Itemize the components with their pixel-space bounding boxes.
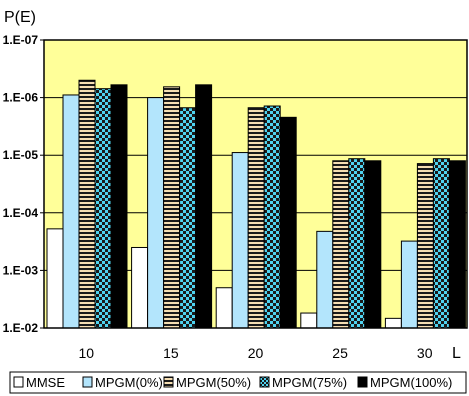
- bar-mpgm-100-15: [195, 84, 213, 329]
- bar-mpgm-50-10: [78, 79, 96, 329]
- legend-label: MMSE: [26, 375, 65, 390]
- legend-swatch: [163, 376, 174, 388]
- bar-mpgm-100-20: [279, 116, 297, 329]
- x-axis-title: L: [452, 345, 461, 362]
- bar-mpgm-75-10: [94, 88, 112, 329]
- x-tick-label: 15: [163, 345, 179, 361]
- bar-mpgm-100-10: [110, 84, 128, 329]
- y-tick-label: 1.E-02: [3, 321, 39, 335]
- legend-swatch: [357, 376, 368, 388]
- bar-mpgm-0-20: [231, 152, 249, 329]
- bar-mmse-30: [384, 317, 402, 329]
- bar-mmse-10: [46, 228, 64, 329]
- bar-mpgm-50-30: [416, 163, 434, 329]
- bar-mmse-25: [300, 312, 318, 329]
- plot-border: [43, 39, 468, 329]
- legend-swatch: [13, 376, 24, 388]
- bar-mpgm-50-20: [247, 107, 265, 329]
- bar-mpgm-75-20: [263, 105, 281, 329]
- y-tick-label: 1.E-05: [3, 148, 39, 162]
- bar-mpgm-75-15: [179, 107, 197, 329]
- legend-swatch: [82, 376, 93, 388]
- bar-mmse-20: [215, 287, 233, 329]
- bar-mpgm-75-30: [432, 158, 450, 329]
- y-tick-label: 1.E-03: [3, 263, 39, 277]
- legend-swatch: [259, 376, 270, 388]
- legend-label: MPGM(0%): [95, 375, 163, 390]
- bar-mpgm-0-25: [316, 230, 334, 329]
- y-tick-label: 1.E-07: [3, 33, 39, 47]
- legend-label: MPGM(75%): [272, 375, 347, 390]
- bar-mpgm-100-30: [448, 160, 466, 329]
- bar-mpgm-100-25: [364, 160, 382, 329]
- legend-label: MPGM(100%): [370, 375, 452, 390]
- bar-mpgm-75-25: [348, 158, 366, 329]
- bar-mpgm-0-10: [62, 94, 80, 329]
- legend-label: MPGM(50%): [176, 375, 251, 390]
- x-tick-label: 25: [332, 345, 348, 361]
- bar-mmse-15: [131, 246, 149, 329]
- bar-mpgm-50-15: [163, 86, 181, 329]
- y-axis-title: P(E): [4, 9, 36, 26]
- legend-box: [9, 371, 467, 394]
- bar-mpgm-0-15: [147, 97, 165, 329]
- x-tick-label: 10: [79, 345, 95, 361]
- x-tick-label: 20: [248, 345, 264, 361]
- y-tick-label: 1.E-06: [3, 91, 39, 105]
- y-tick-label: 1.E-04: [3, 206, 39, 220]
- bar-mpgm-50-25: [332, 160, 350, 329]
- bar-mpgm-0-30: [400, 240, 418, 329]
- x-tick-label: 30: [417, 345, 433, 361]
- legend: MMSE MPGM(0%) MPGM(50%) MPGM(75%) MPGM(100%): [9, 371, 467, 394]
